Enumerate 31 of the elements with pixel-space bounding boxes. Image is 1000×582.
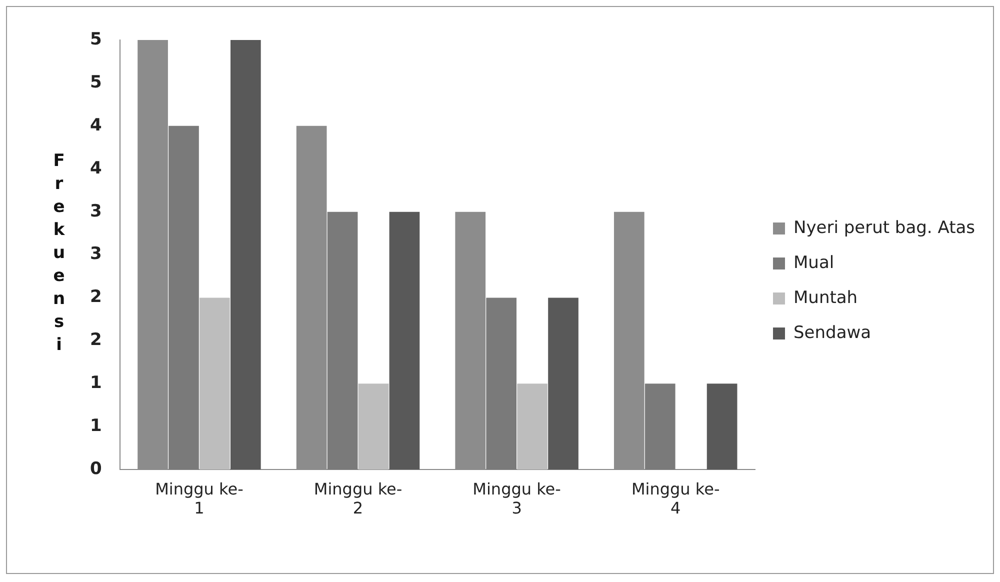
x-tick-label: Minggu ke-1 [155,479,244,518]
bar [548,298,578,470]
bar [358,384,389,470]
y-tick-label: 0 [90,459,102,480]
bar [168,126,199,470]
y-tick-label: 3 [90,244,102,264]
x-tick-label: Minggu ke-2 [314,479,402,518]
legend-label: Nyeri perut bag. Atas [794,218,976,238]
x-tick-label: Minggu ke-4 [631,479,720,518]
legend-label: Sendawa [794,322,872,343]
y-tick-label: 2 [90,330,102,350]
y-tick-label: 1 [90,416,102,436]
bar [200,298,230,470]
y-tick-label: 5 [90,29,102,50]
bar [230,40,261,470]
y-tick-label: 5 [90,72,102,92]
legend-label: Muntah [794,288,858,308]
legend-label: Mual [794,252,834,273]
text: Frekuensi [52,151,66,355]
bar [327,212,358,470]
x-tick-label: Minggu ke-3 [472,479,561,518]
bar [486,298,516,470]
bar [706,384,738,470]
bar [644,384,676,470]
y-tick-label: 2 [90,287,102,308]
y-tick-label: 4 [90,115,102,136]
y-tick-label: 1 [90,373,102,394]
bar [389,212,420,470]
y-tick-label: 4 [90,158,102,178]
bar [517,384,548,470]
y-tick-label: 3 [90,201,102,222]
